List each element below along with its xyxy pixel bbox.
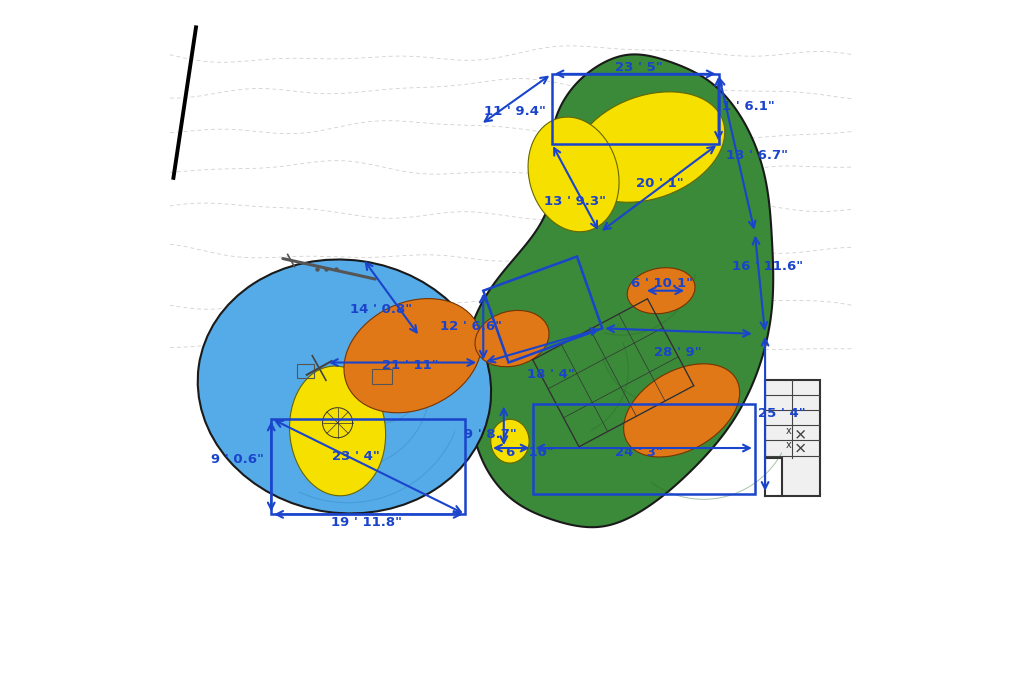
Text: 16 ' 11.6": 16 ' 11.6" xyxy=(731,260,803,274)
Polygon shape xyxy=(765,380,820,496)
Text: 9 ' 8.7": 9 ' 8.7" xyxy=(464,428,516,441)
Text: 25 ' 4": 25 ' 4" xyxy=(759,407,806,421)
Text: 21 ' 11": 21 ' 11" xyxy=(382,359,439,373)
Ellipse shape xyxy=(475,311,549,367)
Text: 18 ' 4": 18 ' 4" xyxy=(527,367,574,381)
Text: 19 ' 11.8": 19 ' 11.8" xyxy=(332,516,402,529)
Text: x: x xyxy=(785,440,792,450)
Text: 9 ' 0.6": 9 ' 0.6" xyxy=(211,453,263,466)
Ellipse shape xyxy=(198,259,492,514)
Text: 6 ' 10": 6 ' 10" xyxy=(506,446,554,460)
Text: 24 ' 3": 24 ' 3" xyxy=(614,446,663,460)
Text: 20 ' 1": 20 ' 1" xyxy=(636,176,684,190)
Ellipse shape xyxy=(624,364,739,457)
Text: 28 ' 9": 28 ' 9" xyxy=(653,345,701,359)
Text: 12 ' 6.6": 12 ' 6.6" xyxy=(440,319,502,333)
Ellipse shape xyxy=(528,117,620,232)
Text: 1 ' 6.1": 1 ' 6.1" xyxy=(722,99,774,113)
Text: 23 ' 4": 23 ' 4" xyxy=(332,450,380,464)
Bar xyxy=(297,364,313,378)
Ellipse shape xyxy=(290,366,386,496)
Text: 13 ' 9.3": 13 ' 9.3" xyxy=(544,195,606,209)
Bar xyxy=(372,369,392,384)
Text: 6 ' 10.1": 6 ' 10.1" xyxy=(632,277,693,291)
Ellipse shape xyxy=(572,92,725,202)
Text: 23 ' 5": 23 ' 5" xyxy=(614,60,663,74)
Text: 11 ' 9.4": 11 ' 9.4" xyxy=(484,105,547,118)
Text: 13 ' 6.7": 13 ' 6.7" xyxy=(726,149,787,163)
Ellipse shape xyxy=(344,299,481,412)
Text: x: x xyxy=(785,426,792,436)
Text: 14 ' 0.8": 14 ' 0.8" xyxy=(349,302,412,316)
Ellipse shape xyxy=(490,419,529,463)
Polygon shape xyxy=(464,55,773,527)
Ellipse shape xyxy=(628,267,695,314)
